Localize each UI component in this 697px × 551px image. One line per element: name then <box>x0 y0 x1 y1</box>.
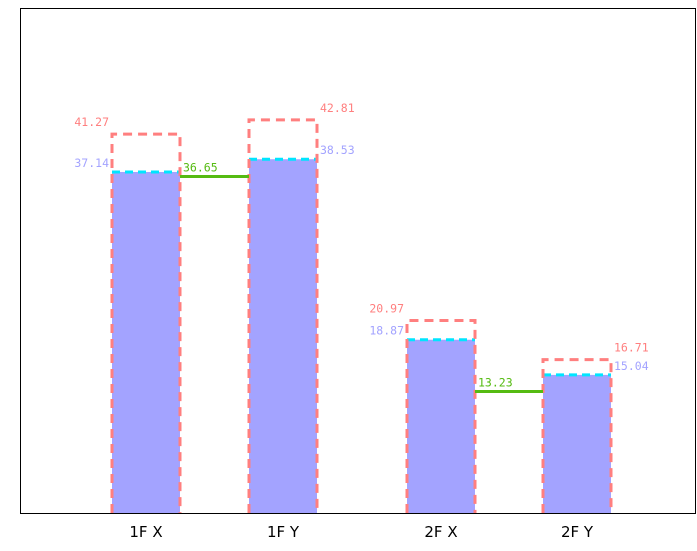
bar-outline <box>541 358 613 513</box>
lower-value-label: 18.87 <box>369 324 404 338</box>
upper-value-label: 41.27 <box>74 115 109 129</box>
bar <box>407 339 475 513</box>
bar-outline <box>110 132 182 513</box>
bar-outline <box>405 318 477 513</box>
lower-value-label: 38.53 <box>320 143 355 157</box>
upper-value-label: 20.97 <box>369 301 404 315</box>
bar <box>249 159 317 513</box>
category-label: 2F Y <box>561 523 594 541</box>
bars-layer <box>110 118 613 513</box>
lower-value-label: 15.04 <box>614 359 649 373</box>
connector-value-label: 36.65 <box>183 160 218 174</box>
category-label: 1F X <box>129 523 162 541</box>
category-label: 1F Y <box>267 523 300 541</box>
bar <box>112 171 180 513</box>
bar <box>543 374 611 513</box>
connector-value-label: 13.23 <box>478 376 513 390</box>
category-label: 2F X <box>424 523 457 541</box>
lower-value-label: 37.14 <box>74 156 109 170</box>
upper-value-label: 16.71 <box>614 341 649 355</box>
labels-layer: 41.27 37.14 1F X 42.81 38.53 1F Y 20.97 18.87 2F… <box>74 101 648 541</box>
upper-value-label: 42.81 <box>320 101 355 115</box>
bar-outline <box>247 118 319 513</box>
